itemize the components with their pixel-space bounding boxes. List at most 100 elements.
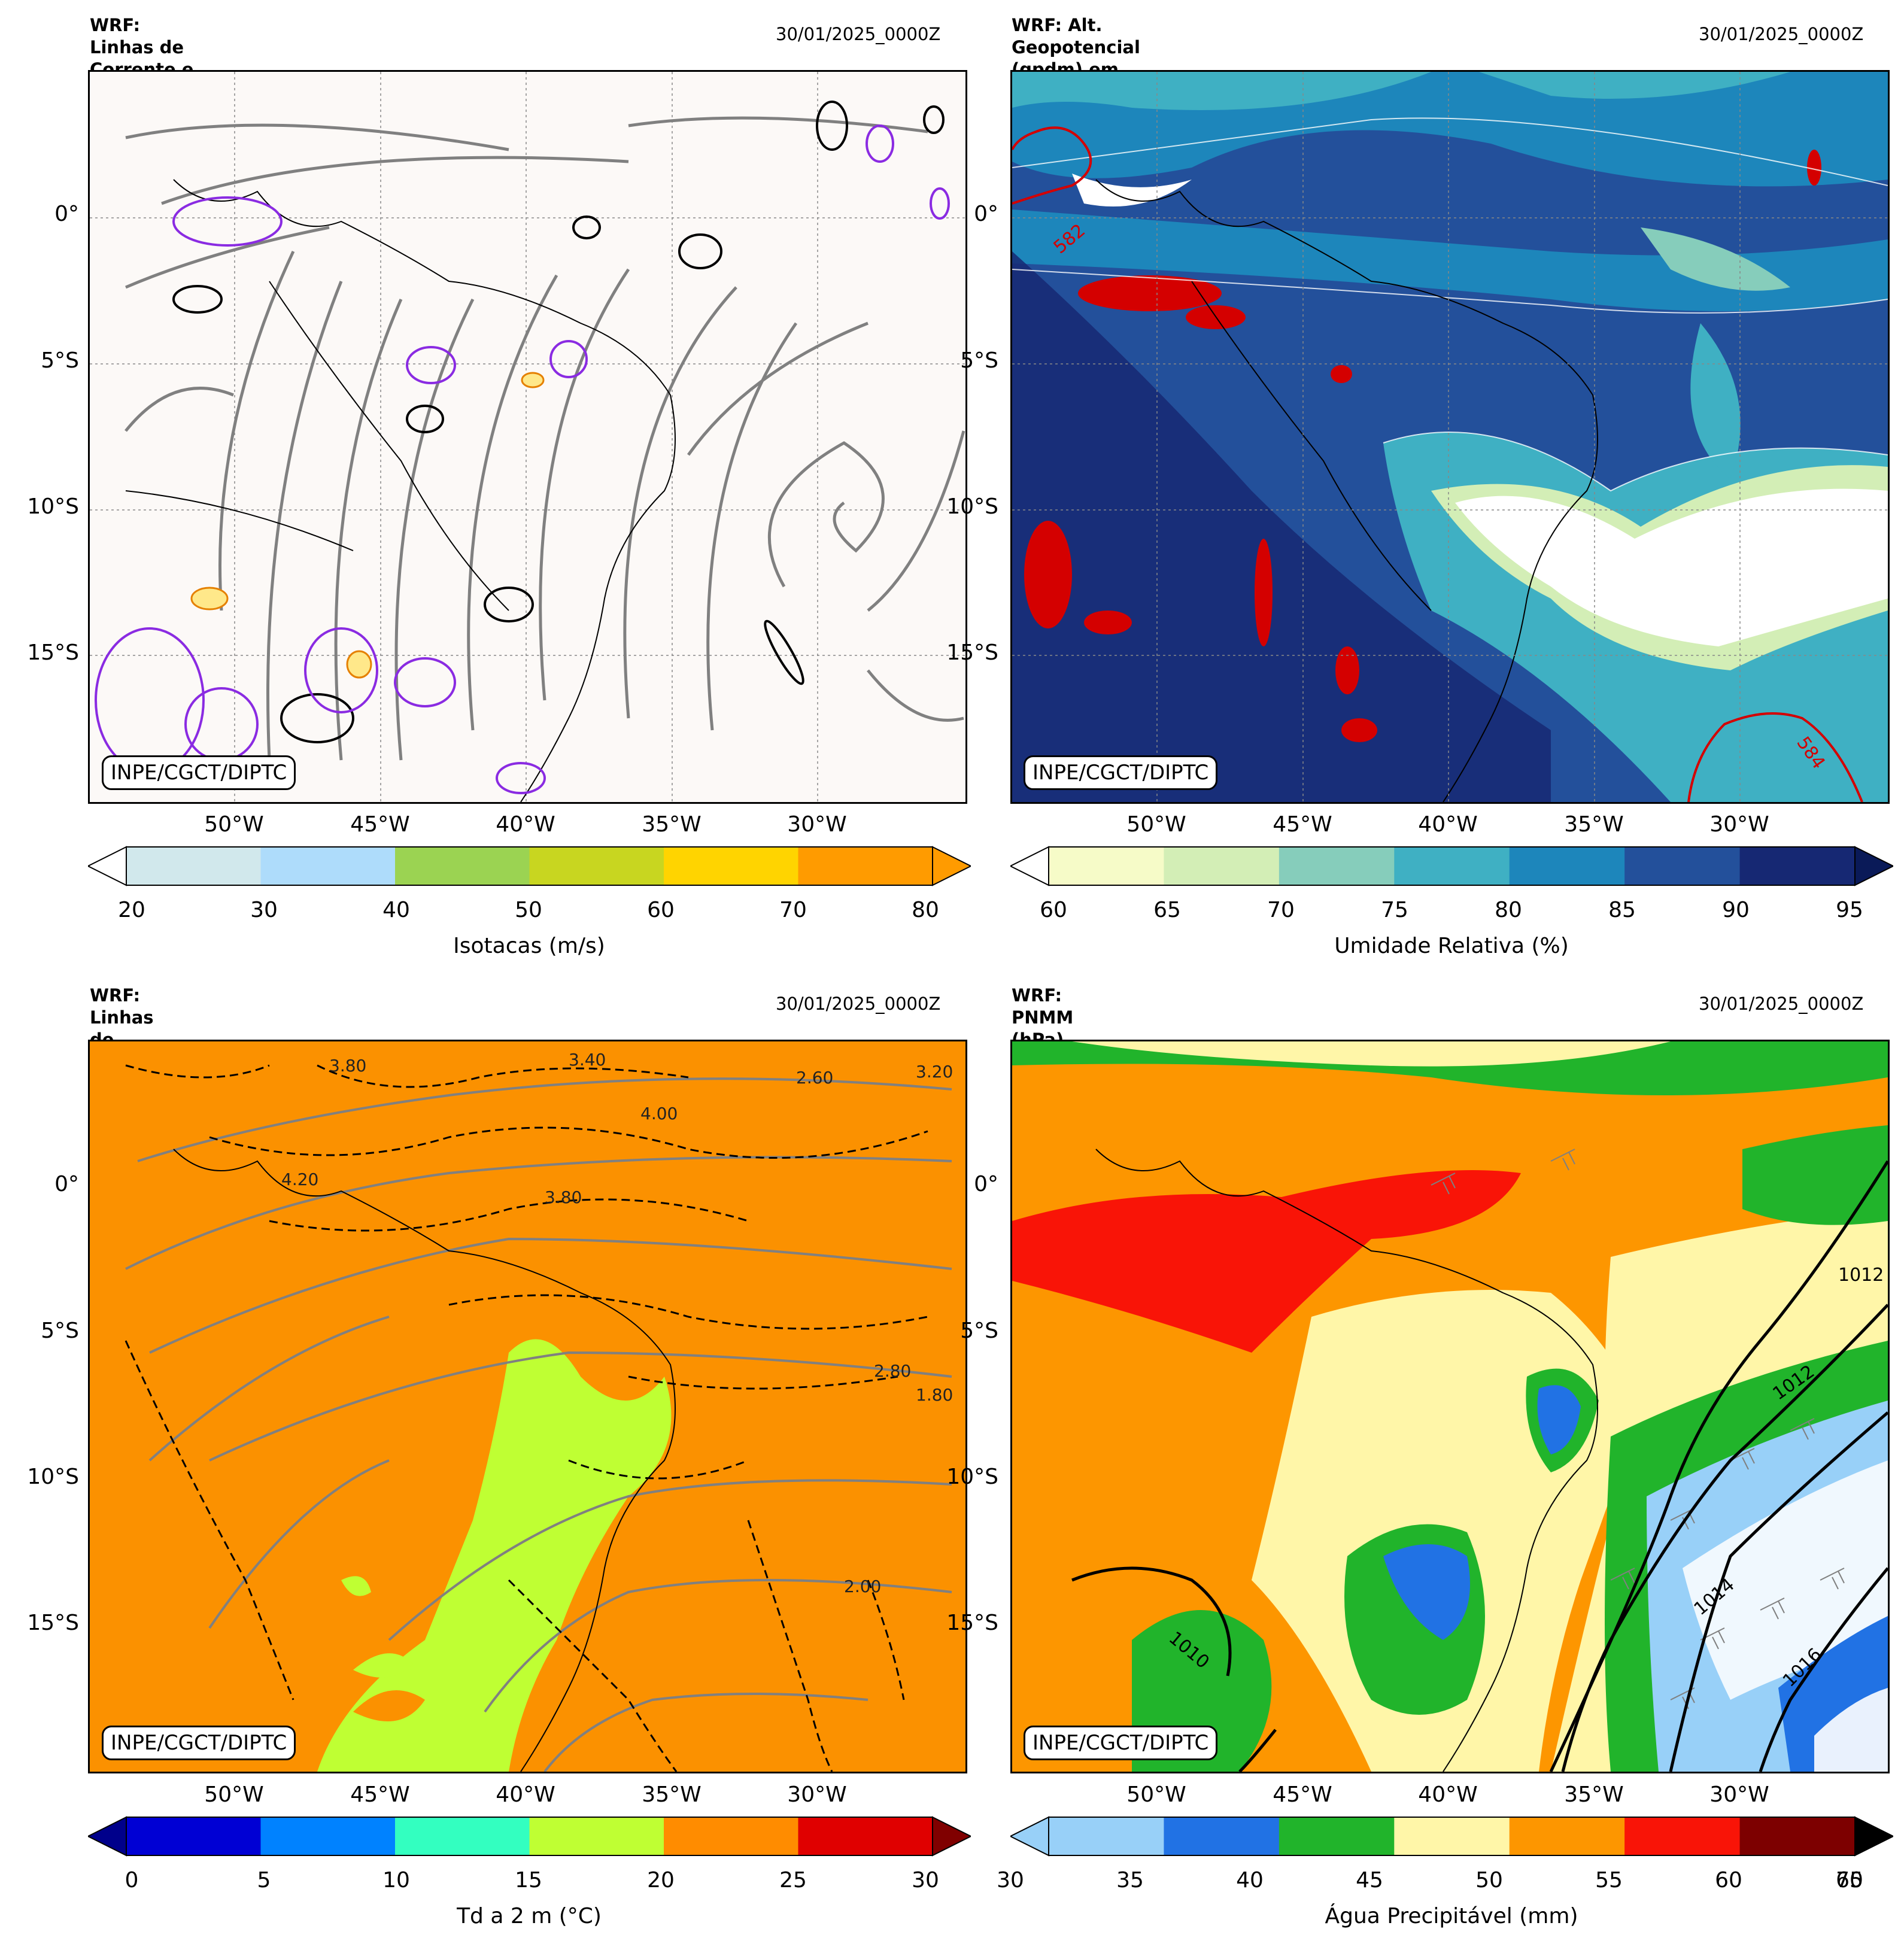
map-area[interactable]	[88, 70, 967, 804]
colorbar-frame	[126, 846, 933, 886]
colorbar	[88, 1816, 971, 1857]
divergence-contours	[172, 101, 945, 743]
colorbar-tick: 75	[1381, 898, 1408, 922]
colorbar-tick: 10	[382, 1868, 410, 1893]
colorbar-segment	[1739, 847, 1856, 885]
panel-date: 30/01/2025_0000Z	[776, 994, 941, 1014]
colorbar-segment	[395, 847, 530, 885]
lat-label: 5°S	[41, 348, 79, 373]
pressure-isobars	[1071, 1160, 1888, 1772]
colorbar-tick: 5	[257, 1868, 271, 1893]
lat-label: 0°	[974, 202, 998, 226]
svg-text:4.20: 4.20	[281, 1170, 318, 1189]
colorbar-tick: 20	[647, 1868, 675, 1893]
colorbar-tick: 60	[647, 898, 675, 922]
gridlines	[1012, 72, 1888, 802]
contour-labels: 3.80 3.40 4.00 3.80 4.20 3.20 2.60 2.80 …	[281, 1050, 953, 1596]
lon-label: 30°W	[1709, 1782, 1769, 1807]
humidity-fill	[1012, 72, 1888, 802]
colorbar	[1010, 1816, 1893, 1857]
colorbar-segment	[1164, 1817, 1280, 1855]
colorbar-segment	[529, 847, 664, 885]
colorbar-under-extend	[1010, 846, 1049, 886]
panel-date: 30/01/2025_0000Z	[1699, 994, 1864, 1014]
lon-label: 30°W	[1709, 812, 1769, 837]
lon-label: 45°W	[350, 1782, 410, 1807]
colorbar-tick: 60	[1040, 898, 1067, 922]
lon-label: 40°W	[496, 812, 555, 837]
colorbar-tick: 15	[515, 1868, 542, 1893]
lon-label: 40°W	[1418, 812, 1478, 837]
lon-label: 45°W	[350, 812, 410, 837]
lat-label: 10°S	[27, 1465, 79, 1489]
lon-label: 35°W	[642, 812, 702, 837]
colorbar-segment	[798, 847, 933, 885]
colorbar-under-extend	[88, 1816, 127, 1857]
colorbar-segment	[1739, 1817, 1856, 1855]
lon-label: 45°W	[1273, 1782, 1332, 1807]
colorbar-tick: 70	[779, 898, 807, 922]
colorbar-frame	[1048, 1817, 1856, 1856]
lat-label: 0°	[54, 1172, 79, 1196]
colorbar-segment	[1509, 1817, 1625, 1855]
colorbar-tick: 50	[515, 898, 542, 922]
lon-label: 50°W	[1126, 812, 1186, 837]
geopotential-contour	[1012, 126, 1863, 802]
lat-label: 5°S	[960, 348, 998, 373]
credit-label: INPE/CGCT/DIPTC	[1024, 1726, 1218, 1760]
colorbar-tick: 65	[1153, 898, 1181, 922]
colorbar-tick: 45	[1356, 1868, 1383, 1893]
lon-label: 35°W	[1564, 812, 1624, 837]
colorbar-tick: 85	[1608, 898, 1636, 922]
colorbar-tick: 50	[1475, 1868, 1503, 1893]
colorbar-label: Água Precipitável (mm)	[1325, 1904, 1578, 1928]
colorbar-tick: 40	[1236, 1868, 1264, 1893]
map-area[interactable]: 582 584	[1010, 70, 1890, 804]
colorbar	[88, 846, 971, 886]
colorbar-over-extend	[1854, 1816, 1893, 1857]
map-area[interactable]: 1012 1012 1014 1016 1010	[1010, 1040, 1890, 1773]
streamlines	[124, 116, 965, 761]
colorbar-segment	[1394, 847, 1510, 885]
colorbar-segment	[395, 1817, 530, 1855]
lon-label: 45°W	[1273, 812, 1332, 837]
colorbar-segment	[1624, 847, 1741, 885]
lat-label: 0°	[54, 202, 79, 226]
lon-label: 40°W	[1418, 1782, 1478, 1807]
precipitable-water-fill	[1012, 1041, 1888, 1772]
colorbar-under-extend	[88, 846, 127, 886]
lon-label: 30°W	[787, 812, 847, 837]
map-graphics: 582 584	[1012, 72, 1888, 802]
credit-label: INPE/CGCT/DIPTC	[102, 1726, 296, 1760]
dewpoint-fill	[317, 1339, 672, 1772]
lat-label: 15°S	[27, 1611, 79, 1635]
colorbar-segment	[1164, 847, 1280, 885]
map-graphics: 3.80 3.40 4.00 3.80 4.20 3.20 2.60 2.80 …	[124, 1050, 953, 1772]
colorbar-segment	[1279, 1817, 1395, 1855]
svg-text:3.40: 3.40	[569, 1050, 606, 1070]
colorbar-tick: 55	[1595, 1868, 1623, 1893]
humidity-isolines	[1012, 117, 1888, 492]
lon-label: 50°W	[1126, 1782, 1186, 1807]
svg-text:1.80: 1.80	[916, 1385, 953, 1405]
streamlines	[125, 1077, 952, 1772]
colorbar-tick: 20	[118, 898, 145, 922]
coastline	[1095, 179, 1598, 802]
lon-label: 35°W	[1564, 1782, 1624, 1807]
coastline	[1095, 1149, 1598, 1772]
colorbar-tick: 90	[1722, 898, 1750, 922]
colorbar-frame	[126, 1817, 933, 1856]
map-area[interactable]: 3.80 3.40 4.00 3.80 4.20 3.20 2.60 2.80 …	[88, 1040, 967, 1773]
colorbar-tick: 70	[1836, 1868, 1863, 1893]
colorbar-over-extend	[932, 846, 971, 886]
lifted-contours	[124, 1064, 928, 1772]
lat-label: 10°S	[946, 494, 998, 519]
isotach-contours	[95, 124, 950, 794]
isotach-core	[190, 372, 545, 679]
colorbar-tick: 30	[912, 1868, 939, 1893]
colorbar-over-extend	[932, 1816, 971, 1857]
svg-text:3.20: 3.20	[916, 1062, 953, 1082]
lat-label: 15°S	[27, 640, 79, 665]
colorbar-segment	[1049, 847, 1164, 885]
colorbar-segment	[260, 847, 396, 885]
